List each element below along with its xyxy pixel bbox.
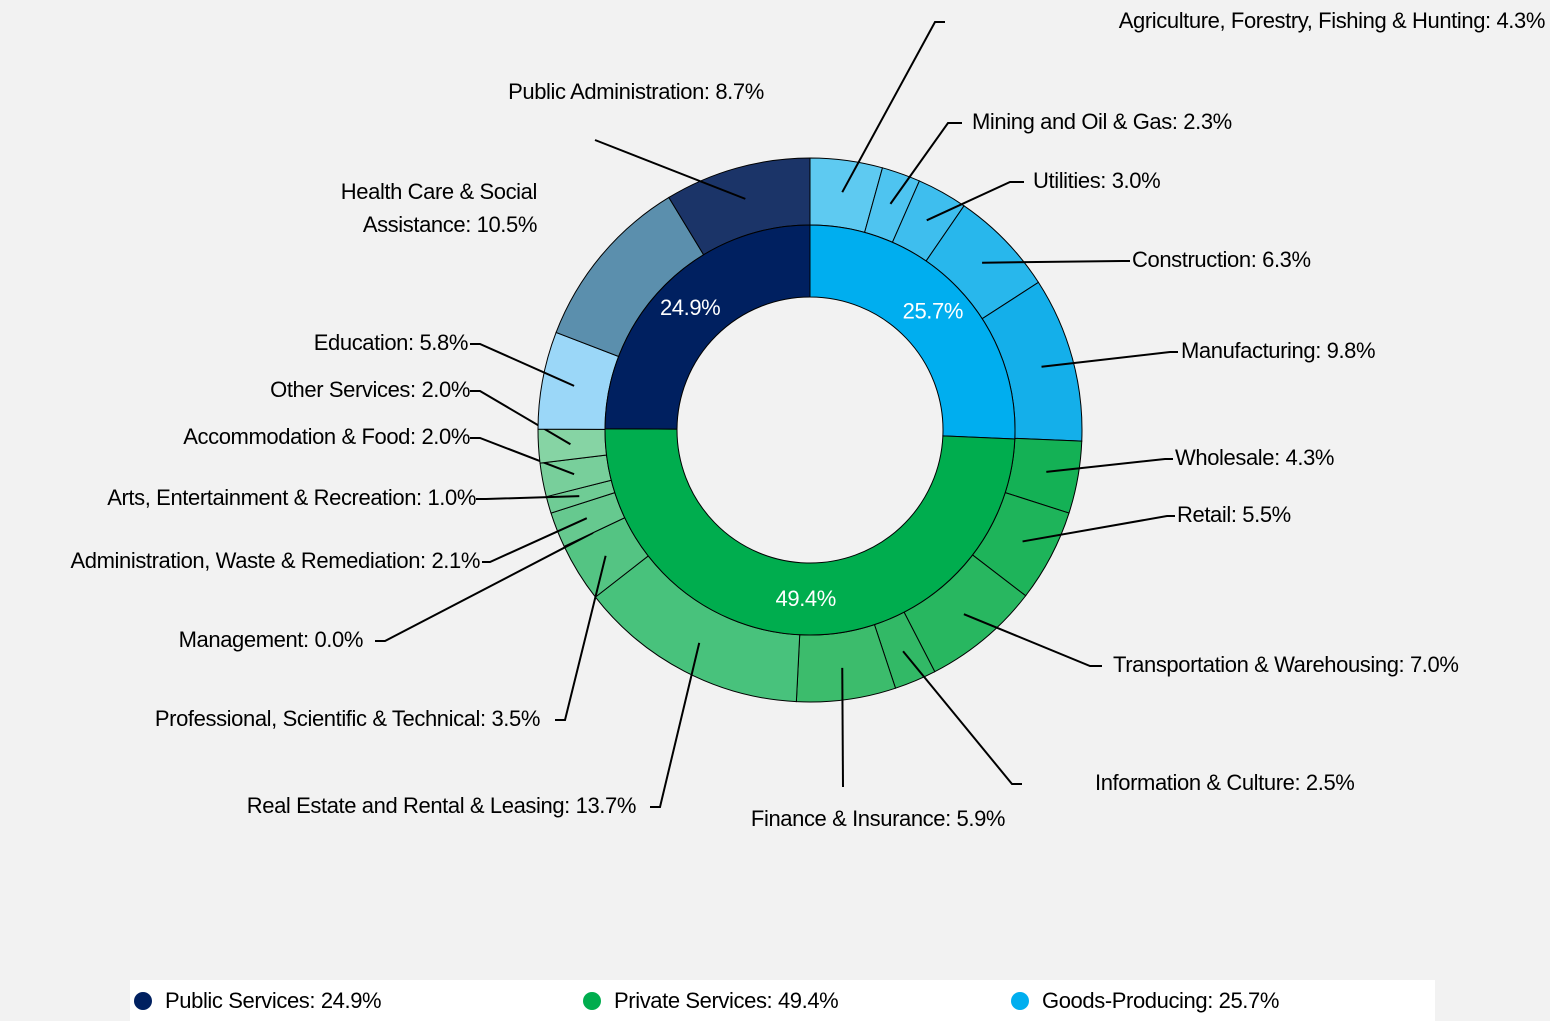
sector-label: Administration, Waste & Remediation: 2.1…: [70, 548, 480, 573]
sector-label: Accommodation & Food: 2.0%: [183, 424, 470, 449]
leader-line: [476, 495, 580, 500]
leader-line: [963, 613, 1102, 667]
group-sector: [809, 224, 1016, 440]
legend-marker: [134, 992, 152, 1010]
leader-line: [375, 531, 594, 642]
sector-label: Finance & Insurance: 5.9%: [751, 806, 1005, 831]
sector-label: Information & Culture: 2.5%: [1095, 770, 1354, 795]
sector-label: Agriculture, Forestry, Fishing & Hunting…: [1119, 8, 1545, 33]
legend-box: [130, 980, 1435, 1021]
group-label: 49.4%: [776, 586, 836, 611]
leader-line: [889, 122, 962, 205]
leader-line: [1041, 351, 1178, 368]
sector-label: Arts, Entertainment & Recreation: 1.0%: [107, 485, 476, 510]
legend-label: Public Services: 24.9%: [165, 988, 381, 1013]
group-sector: [604, 428, 1016, 636]
group-label: 24.9%: [660, 295, 720, 320]
sector-label: Utilities: 3.0%: [1033, 168, 1160, 193]
sector-label: Other Services: 2.0%: [270, 377, 470, 402]
sector-label: Health Care & Social Assistance: 10.5%: [341, 179, 537, 237]
leader-line: [902, 650, 1022, 785]
sector-label: Mining and Oil & Gas: 2.3%: [972, 109, 1232, 134]
legend-marker: [1011, 992, 1029, 1010]
sector-label: Transportation & Warehousing: 7.0%: [1113, 652, 1459, 677]
leader-line: [555, 555, 607, 721]
group-label: 25.7%: [903, 298, 963, 323]
legend-marker: [583, 992, 601, 1010]
leader-line: [1046, 458, 1173, 473]
sector-label: Education: 5.8%: [314, 330, 468, 355]
leader-line: [594, 139, 746, 200]
legend-label: Private Services: 49.4%: [614, 988, 838, 1013]
sector-label: Retail: 5.5%: [1177, 502, 1291, 527]
leader-line: [841, 21, 945, 193]
group-sector: [604, 224, 811, 430]
sector-label: Manufacturing: 9.8%: [1181, 338, 1375, 363]
leader-line: [650, 642, 701, 808]
leader-line: [482, 517, 588, 563]
leader-line: [470, 343, 575, 387]
sector-label: Real Estate and Rental & Leasing: 13.7%: [247, 793, 636, 818]
sector-label: Management: 0.0%: [179, 627, 363, 652]
sector-label: Construction: 6.3%: [1132, 247, 1311, 272]
sector-label: Wholesale: 4.3%: [1175, 445, 1334, 470]
leader-line: [982, 260, 1130, 264]
sector-label: Professional, Scientific & Technical: 3.…: [155, 706, 540, 731]
legend-label: Goods-Producing: 25.7%: [1042, 988, 1279, 1013]
leader-line: [926, 181, 1024, 222]
sector-label: Public Administration: 8.7%: [508, 79, 764, 104]
leader-line: [841, 667, 844, 788]
leader-line: [1022, 515, 1175, 543]
